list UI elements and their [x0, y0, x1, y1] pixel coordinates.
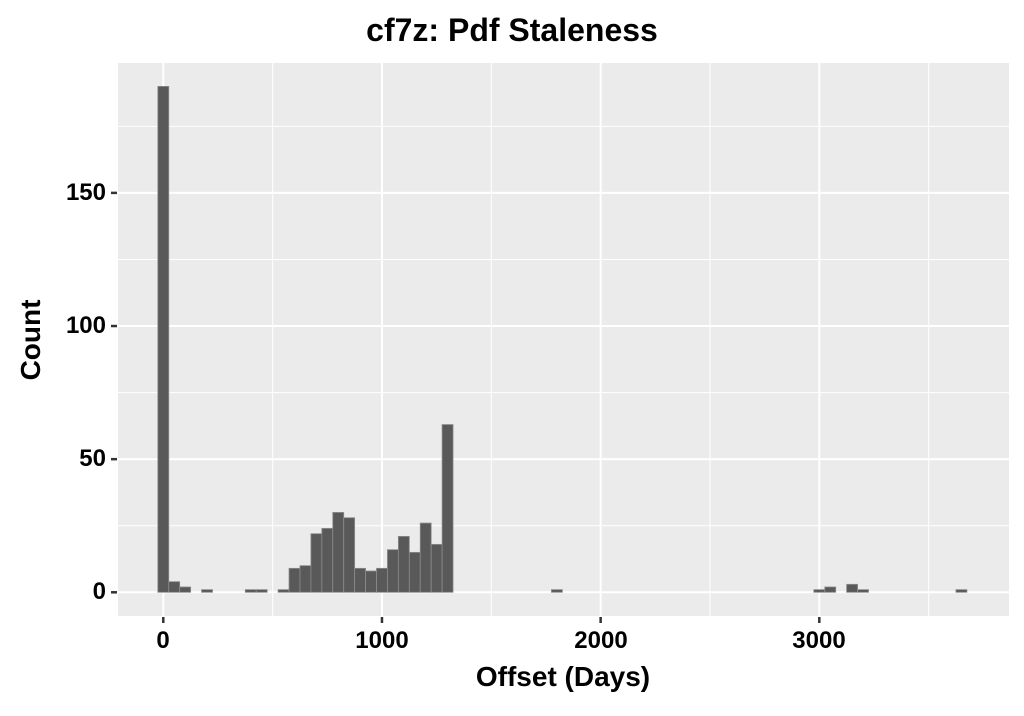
x-tick-label-1000: 1000: [355, 627, 409, 654]
histogram-bar: [857, 589, 869, 593]
x-axis-title: Offset (Days): [475, 661, 651, 692]
histogram-bar: [288, 567, 301, 593]
y-tick-label-100: 100: [65, 312, 106, 339]
histogram-bar: [310, 533, 323, 593]
histogram-bar: [419, 522, 432, 593]
histogram-bar: [255, 589, 268, 593]
y-axis-title: Count: [15, 299, 46, 381]
histogram-bar: [179, 586, 192, 593]
histogram-bar: [846, 583, 858, 593]
histogram-bar: [277, 589, 290, 593]
histogram-bar: [321, 527, 334, 593]
histogram-bar: [824, 586, 837, 593]
histogram-bar: [354, 567, 366, 593]
y-tick-label-50: 50: [79, 445, 106, 472]
histogram-bar: [343, 517, 356, 593]
histogram-bar: [332, 512, 345, 593]
y-tick-label-150: 150: [65, 179, 106, 206]
x-tick-label-0: 0: [156, 627, 170, 654]
histogram-bar: [813, 589, 826, 593]
histogram-bar: [387, 549, 399, 593]
histogram-bar: [551, 589, 563, 593]
histogram-bar: [376, 567, 388, 593]
histogram-bar: [430, 543, 443, 593]
histogram-bar: [955, 589, 968, 593]
chart-title: cf7z: Pdf Staleness: [366, 12, 658, 48]
histogram-bar: [441, 424, 454, 593]
x-tick-label-2000: 2000: [574, 627, 628, 654]
histogram-bar: [244, 589, 257, 593]
panel-background: [118, 63, 1009, 616]
histogram-bar: [397, 535, 410, 593]
x-tick-label-3000: 3000: [792, 627, 846, 654]
y-tick-label-0: 0: [92, 578, 106, 605]
histogram-bar: [408, 551, 421, 593]
histogram-bar: [168, 581, 181, 593]
histogram-bar: [201, 589, 213, 593]
histogram-bar: [299, 565, 312, 593]
histogram-bar: [157, 85, 170, 593]
histogram-bar: [365, 570, 377, 593]
